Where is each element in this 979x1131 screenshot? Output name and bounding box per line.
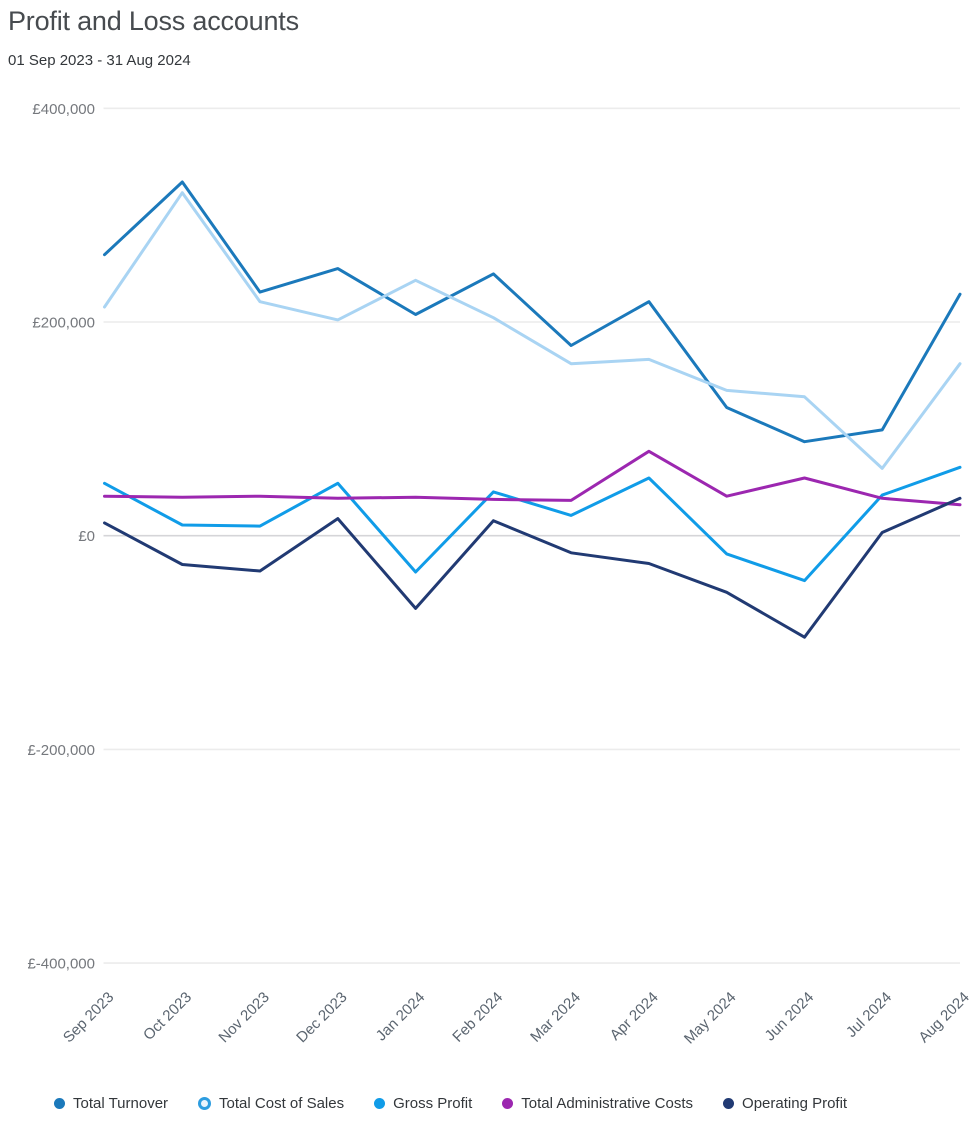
y-axis-label: £200,000 xyxy=(32,315,95,332)
date-range: 01 Sep 2023 - 31 Aug 2024 xyxy=(8,52,191,69)
series-line-total-administrative-costs xyxy=(103,449,962,507)
x-axis-label: Nov 2023 xyxy=(215,989,272,1046)
x-axis-label: Jul 2024 xyxy=(843,989,895,1041)
legend-label: Operating Profit xyxy=(742,1095,848,1112)
y-axis-label: £-400,000 xyxy=(27,956,95,973)
x-axis-label: Mar 2024 xyxy=(527,989,584,1046)
operating-profit-legend-dot-icon xyxy=(723,1098,735,1109)
x-axis-label: Apr 2024 xyxy=(607,989,662,1044)
x-axis-label: Aug 2024 xyxy=(915,989,972,1046)
legend-item-operating-profit[interactable]: Operating Profit xyxy=(723,1095,847,1112)
legend-label: Total Cost of Sales xyxy=(219,1095,345,1112)
x-axis-label: Jan 2024 xyxy=(373,989,429,1045)
x-axis-label: Oct 2023 xyxy=(140,989,195,1044)
total-administrative-costs-legend-dot-icon xyxy=(502,1098,514,1109)
series-line-gross-profit xyxy=(103,465,962,583)
legend-item-gross-profit[interactable]: Gross Profit xyxy=(374,1095,472,1112)
y-axis-label: £-200,000 xyxy=(27,742,95,759)
y-axis-label: £400,000 xyxy=(32,101,95,118)
y-axis-label: £0 xyxy=(78,528,95,545)
chart-legend: Total Turnover Total Cost of Sales Gross P… xyxy=(54,1095,954,1112)
x-axis-label: Jun 2024 xyxy=(762,989,818,1045)
profit-loss-chart: £400,000 £200,000 £0 £-200,000 £-400,000 Sep … xyxy=(27,101,972,1048)
total-cost-of-sales-legend-dot-icon xyxy=(198,1097,212,1110)
x-axis-label: Dec 2023 xyxy=(293,989,350,1046)
legend-label: Total Turnover xyxy=(73,1095,169,1112)
x-axis-label: Sep 2023 xyxy=(60,989,117,1046)
series-line-operating-profit xyxy=(103,496,962,639)
series-line-total-turnover xyxy=(103,180,962,444)
legend-label: Gross Profit xyxy=(393,1095,473,1112)
gross-profit-legend-dot-icon xyxy=(374,1098,386,1109)
x-axis-label: May 2024 xyxy=(681,989,740,1048)
page-title: Profit and Loss accounts xyxy=(8,6,299,36)
legend-item-total-cost-of-sales[interactable]: Total Cost of Sales xyxy=(198,1095,344,1112)
series-line-total-cost-of-sales xyxy=(103,191,962,470)
legend-item-total-administrative-costs[interactable]: Total Administrative Costs xyxy=(502,1095,693,1112)
x-axis-label: Feb 2024 xyxy=(449,989,506,1046)
total-turnover-legend-dot-icon xyxy=(54,1098,65,1109)
legend-label: Total Administrative Costs xyxy=(521,1095,694,1112)
legend-item-total-turnover[interactable]: Total Turnover xyxy=(54,1095,168,1112)
